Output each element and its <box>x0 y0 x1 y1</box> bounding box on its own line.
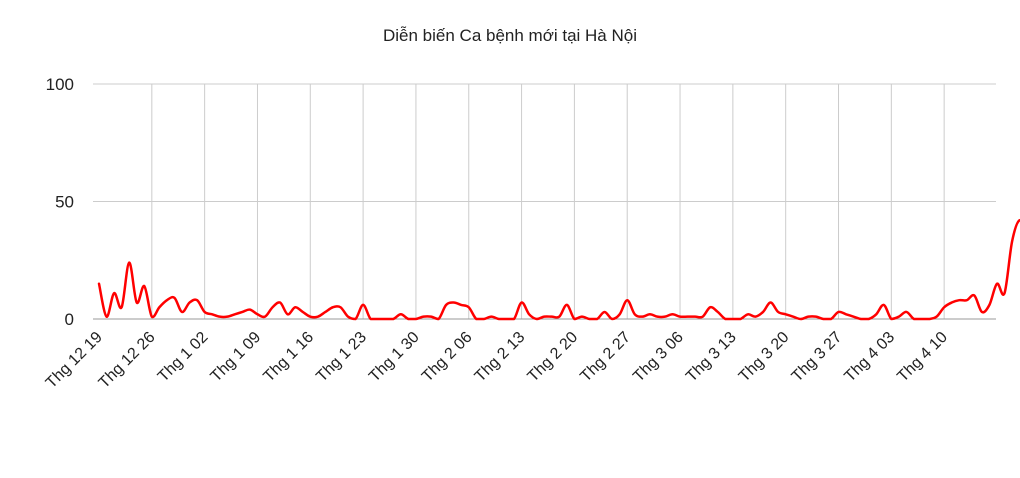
y-tick-label: 50 <box>55 193 74 212</box>
x-tick-label: Thg 1 23 <box>313 329 370 386</box>
y-axis-ticks: 0 50 100 <box>46 75 74 329</box>
x-tick-label: Thg 4 10 <box>894 329 951 386</box>
x-tick-label: Thg 4 03 <box>841 329 898 386</box>
x-tick-label: Thg 12 19 <box>43 329 106 392</box>
x-tick-label: Thg 3 13 <box>683 329 740 386</box>
series-line <box>97 218 1020 321</box>
x-tick-label: Thg 3 06 <box>630 329 687 386</box>
x-tick-label: Thg 3 20 <box>736 329 793 386</box>
x-tick-label: Thg 1 30 <box>366 329 423 386</box>
x-tick-label: Thg 1 16 <box>260 329 317 386</box>
x-tick-label: Thg 2 27 <box>577 329 634 386</box>
y-tick-label: 0 <box>65 310 74 329</box>
x-tick-label: Thg 2 20 <box>525 329 582 386</box>
horizontal-gridlines <box>93 83 996 320</box>
x-tick-label: Thg 1 02 <box>155 329 212 386</box>
x-tick-label: Thg 1 09 <box>208 329 265 386</box>
x-tick-label: Thg 12 26 <box>96 329 159 392</box>
chart-title: Diễn biến Ca bệnh mới tại Hà Nội <box>383 26 637 45</box>
y-tick-label: 100 <box>46 75 74 94</box>
x-tick-label: Thg 3 27 <box>789 329 846 386</box>
x-tick-label: Thg 2 13 <box>472 329 529 386</box>
x-tick-label: Thg 2 06 <box>419 329 476 386</box>
